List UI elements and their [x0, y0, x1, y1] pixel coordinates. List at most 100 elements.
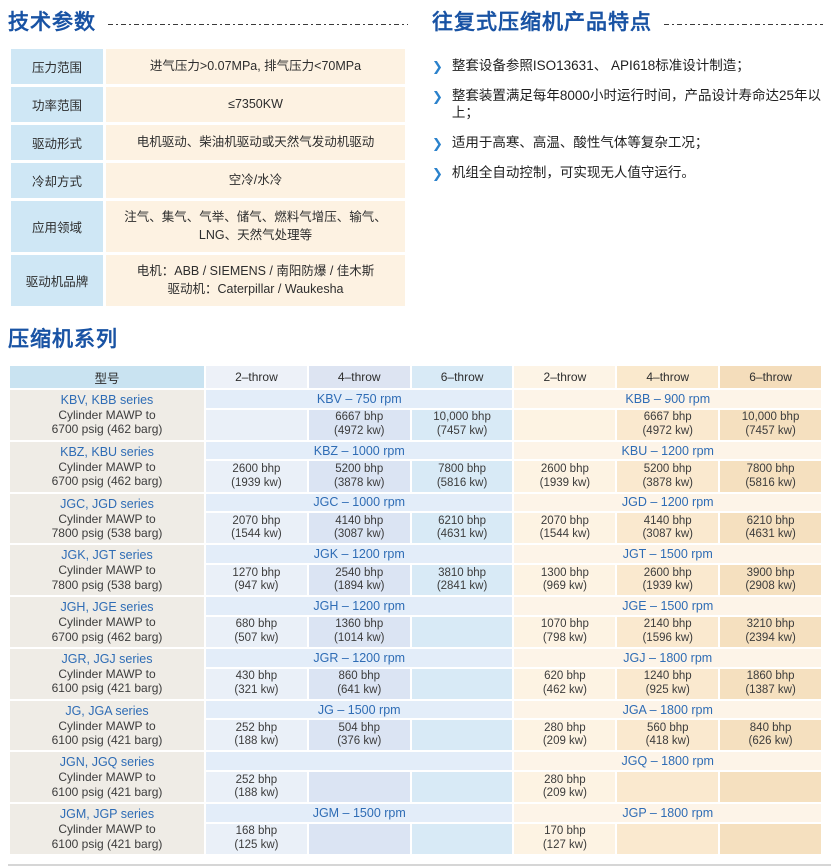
series-name: JGC, JGD series	[60, 496, 154, 511]
rpm-band-cell: JGK – 1200 rpm	[206, 545, 513, 563]
rpm-band-cell: KBU – 1200 rpm	[514, 441, 821, 460]
power-value-cell: 2070 bhp (1544 kw)	[514, 513, 616, 544]
series-name: JGR, JGJ series	[61, 651, 153, 666]
rpm-band-cell: KBB – 900 rpm	[514, 390, 821, 408]
power-value-cell	[617, 772, 719, 803]
tech-params-section: 技术参数 压力范围 进气压力>0.07MPa, 排气压力<70MPa 功率范围 …	[8, 6, 408, 309]
power-value-cell: 680 bhp (507 kw)	[206, 616, 307, 647]
power-value-cell: 252 bhp (188 kw)	[206, 772, 307, 803]
param-value: 电机驱动、柴油机驱动或天然气发动机驱动	[106, 125, 405, 160]
table-row: 冷却方式 空冷/水冷	[11, 163, 405, 198]
mawp-rating: Cylinder MAWP to 6100 psig (421 barg)	[51, 770, 163, 799]
compressor-series-table: 型号 2–throw 4–throw 6–throw 2–throw 4–thr…	[8, 364, 823, 857]
rpm-band-cell: JGP – 1800 rpm	[514, 804, 821, 822]
power-value-cell: 1070 bhp (798 kw)	[514, 616, 616, 647]
table-row: 功率范围 ≤7350KW	[11, 87, 405, 122]
model-cell: JGC, JGD series Cylinder MAWP to 7800 psi…	[10, 493, 204, 544]
column-header-throw: 4–throw	[308, 366, 410, 388]
rpm-band-cell: JGQ – 1800 rpm	[514, 752, 821, 771]
power-value-cell: 504 bhp (376 kw)	[308, 720, 410, 751]
table-row: 压力范围 进气压力>0.07MPa, 排气压力<70MPa	[11, 49, 405, 84]
mawp-rating: Cylinder MAWP to 7800 psig (538 barg)	[51, 511, 163, 540]
power-value-cell	[411, 720, 513, 751]
features-title-row: 往复式压缩机产品特点	[432, 6, 823, 36]
mawp-rating: Cylinder MAWP to 6700 psig (462 barg)	[51, 615, 163, 644]
rpm-band-cell: KBZ – 1000 rpm	[206, 441, 513, 460]
param-label: 应用领域	[11, 201, 103, 252]
param-label: 驱动机品牌	[11, 255, 103, 306]
power-value-cell	[720, 823, 821, 855]
mawp-rating: Cylinder MAWP to 6100 psig (421 barg)	[51, 666, 163, 696]
model-cell: JGH, JGE series Cylinder MAWP to 6700 psi…	[10, 597, 204, 647]
column-header-throw: 6–throw	[411, 366, 513, 388]
power-value-cell: 10,000 bhp (7457 kw)	[411, 409, 513, 440]
rpm-band-cell: JGH – 1200 rpm	[206, 597, 513, 615]
series-values-row: 252 bhp (188 kw) 504 bhp (376 kw) 280 bhp …	[10, 720, 821, 751]
power-value-cell	[411, 668, 513, 699]
series-title-row: 压缩机系列	[8, 323, 823, 353]
param-label: 压力范围	[11, 49, 103, 84]
power-value-cell: 1360 bhp (1014 kw)	[308, 616, 410, 647]
chevron-right-icon: ❯	[432, 59, 443, 74]
mawp-rating: Cylinder MAWP to 7800 psig (538 barg)	[51, 563, 163, 592]
power-value-cell: 5200 bhp (3878 kw)	[617, 461, 719, 492]
series-name: JGH, JGE series	[60, 600, 154, 615]
feature-text: 机组全自动控制，可实现无人值守运行。	[451, 164, 695, 180]
power-value-cell: 4140 bhp (3087 kw)	[308, 513, 410, 544]
features-list: ❯ 整套设备参照ISO13631、 API618标准设计制造； ❯ 整套装置满足…	[432, 58, 823, 181]
series-rpm-row: KBZ, KBU series Cylinder MAWP to 6700 psi…	[10, 441, 821, 492]
rpm-band-cell: JGJ – 1800 rpm	[514, 648, 821, 667]
param-label: 驱动形式	[11, 125, 103, 160]
power-value-cell: 2540 bhp (1894 kw)	[308, 565, 410, 596]
feature-text: 整套设备参照ISO13631、 API618标准设计制造；	[451, 58, 750, 73]
top-row: 技术参数 压力范围 进气压力>0.07MPa, 排气压力<70MPa 功率范围 …	[8, 6, 823, 309]
model-cell: JG, JGA series Cylinder MAWP to 6100 psig…	[10, 700, 204, 751]
table-row: 应用领域 注气、集气、气举、储气、燃料气增压、输气、 LNG、天然气处理等	[11, 201, 405, 252]
features-title: 往复式压缩机产品特点	[432, 11, 652, 34]
model-cell: JGM, JGP series Cylinder MAWP to 6100 psi…	[10, 804, 204, 855]
list-item: ❯ 整套设备参照ISO13631、 API618标准设计制造；	[432, 58, 823, 75]
list-item: ❯ 整套装置满足每年8000小时运行时间，产品设计寿命达25年以上；	[432, 88, 823, 122]
series-name: KBZ, KBU series	[60, 444, 154, 459]
column-header-throw: 2–throw	[206, 366, 307, 388]
table-header-row: 型号 2–throw 4–throw 6–throw 2–throw 4–thr…	[10, 366, 821, 388]
power-value-cell	[720, 772, 821, 803]
power-value-cell: 1240 bhp (925 kw)	[617, 668, 719, 699]
series-name: KBV, KBB series	[60, 393, 154, 407]
param-label: 冷却方式	[11, 163, 103, 198]
power-value-cell: 1860 bhp (1387 kw)	[720, 668, 821, 699]
rpm-band-cell: JG – 1500 rpm	[206, 700, 513, 719]
chevron-right-icon: ❯	[432, 135, 443, 151]
series-values-row: 680 bhp (507 kw) 1360 bhp (1014 kw) 1070 b…	[10, 616, 821, 647]
power-value-cell: 1270 bhp (947 kw)	[206, 565, 307, 596]
series-name: JG, JGA series	[65, 703, 149, 718]
power-value-cell: 7800 bhp (5816 kw)	[720, 461, 821, 492]
mawp-rating: Cylinder MAWP to 6700 psig (462 barg)	[51, 408, 163, 437]
power-value-cell: 6667 bhp (4972 kw)	[617, 409, 719, 440]
power-value-cell: 620 bhp (462 kw)	[514, 668, 616, 699]
series-rpm-row: JGN, JGQ series Cylinder MAWP to 6100 psi…	[10, 752, 821, 803]
param-value: 电机：ABB / SIEMENS / 南阳防爆 / 佳木斯 驱动机：Caterp…	[106, 255, 405, 306]
column-header-model: 型号	[10, 366, 204, 388]
tech-params-title-row: 技术参数	[8, 6, 408, 36]
rpm-band-cell: JGT – 1500 rpm	[514, 545, 821, 563]
power-value-cell: 840 bhp (626 kw)	[720, 720, 821, 751]
series-values-row: 430 bhp (321 kw) 860 bhp (641 kw) 620 bhp …	[10, 668, 821, 699]
list-item: ❯ 机组全自动控制，可实现无人值守运行。	[432, 165, 823, 182]
power-value-cell	[206, 409, 307, 440]
param-value: 注气、集气、气举、储气、燃料气增压、输气、 LNG、天然气处理等	[106, 201, 405, 252]
power-value-cell: 6667 bhp (4972 kw)	[308, 409, 410, 440]
model-cell: JGR, JGJ series Cylinder MAWP to 6100 psi…	[10, 648, 204, 699]
rpm-band-cell: JGR – 1200 rpm	[206, 648, 513, 667]
mawp-rating: Cylinder MAWP to 6100 psig (421 barg)	[51, 718, 163, 748]
series-values-row: 2600 bhp (1939 kw) 5200 bhp (3878 kw) 7800…	[10, 461, 821, 492]
model-cell: KBV, KBB series Cylinder MAWP to 6700 psi…	[10, 390, 204, 440]
model-cell: JGN, JGQ series Cylinder MAWP to 6100 psi…	[10, 752, 204, 803]
rpm-band-cell: JGC – 1000 rpm	[206, 493, 513, 512]
mawp-rating: Cylinder MAWP to 6700 psig (462 barg)	[51, 459, 163, 489]
chevron-right-icon: ❯	[432, 88, 443, 104]
title-dash-divider	[664, 23, 823, 25]
power-value-cell: 6210 bhp (4631 kw)	[411, 513, 513, 544]
power-value-cell	[617, 823, 719, 855]
power-value-cell: 6210 bhp (4631 kw)	[720, 513, 821, 544]
